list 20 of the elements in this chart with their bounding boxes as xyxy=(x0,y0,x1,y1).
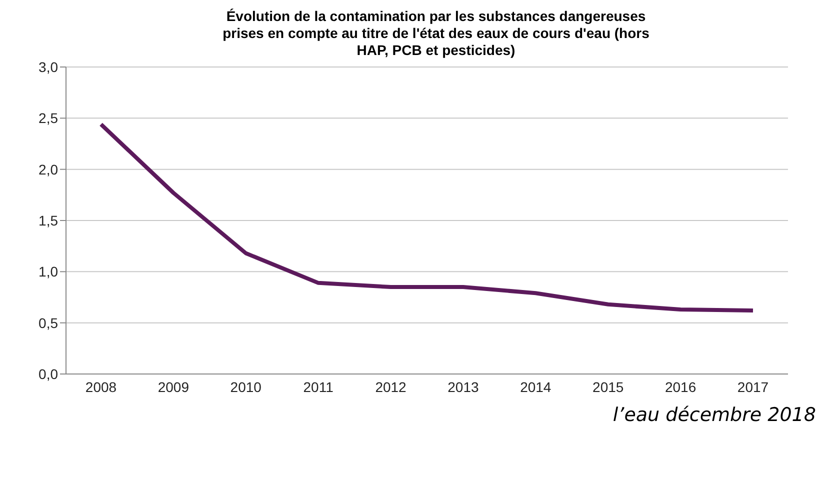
y-tick-label: 3,0 xyxy=(38,58,58,75)
y-tick-label: 1,0 xyxy=(38,264,58,280)
text: l’eau décembre 2018 xyxy=(612,404,816,426)
x-tick-label: 2009 xyxy=(158,378,190,395)
chart-title: Évolution de la contamination par les substances dangereuses prises en compte au titre de l'état des eaux de cours d'eau (hors HAP, PCB et pesticides) xyxy=(222,8,650,59)
y-tick-label: 1,5 xyxy=(38,212,58,228)
x-tick-label: 2017 xyxy=(737,378,769,395)
y-tick-label: 0,5 xyxy=(38,314,58,331)
x-tick-label: 2013 xyxy=(448,378,480,395)
x-tick-label: 2016 xyxy=(664,378,696,395)
line-series xyxy=(99,122,755,313)
y-tick-label: 2,0 xyxy=(38,161,58,178)
x-tick-label: 2010 xyxy=(230,378,262,395)
x-tick-label: 2014 xyxy=(520,378,552,395)
y-tick-label: 0,0 xyxy=(38,366,58,382)
x-tick-label: 2015 xyxy=(592,378,624,395)
y-tick-label: 2,5 xyxy=(38,110,58,126)
x-tick-label: 2008 xyxy=(85,378,117,395)
x-tick-label: 2012 xyxy=(375,378,407,395)
x-tick-label: 2011 xyxy=(303,378,334,395)
